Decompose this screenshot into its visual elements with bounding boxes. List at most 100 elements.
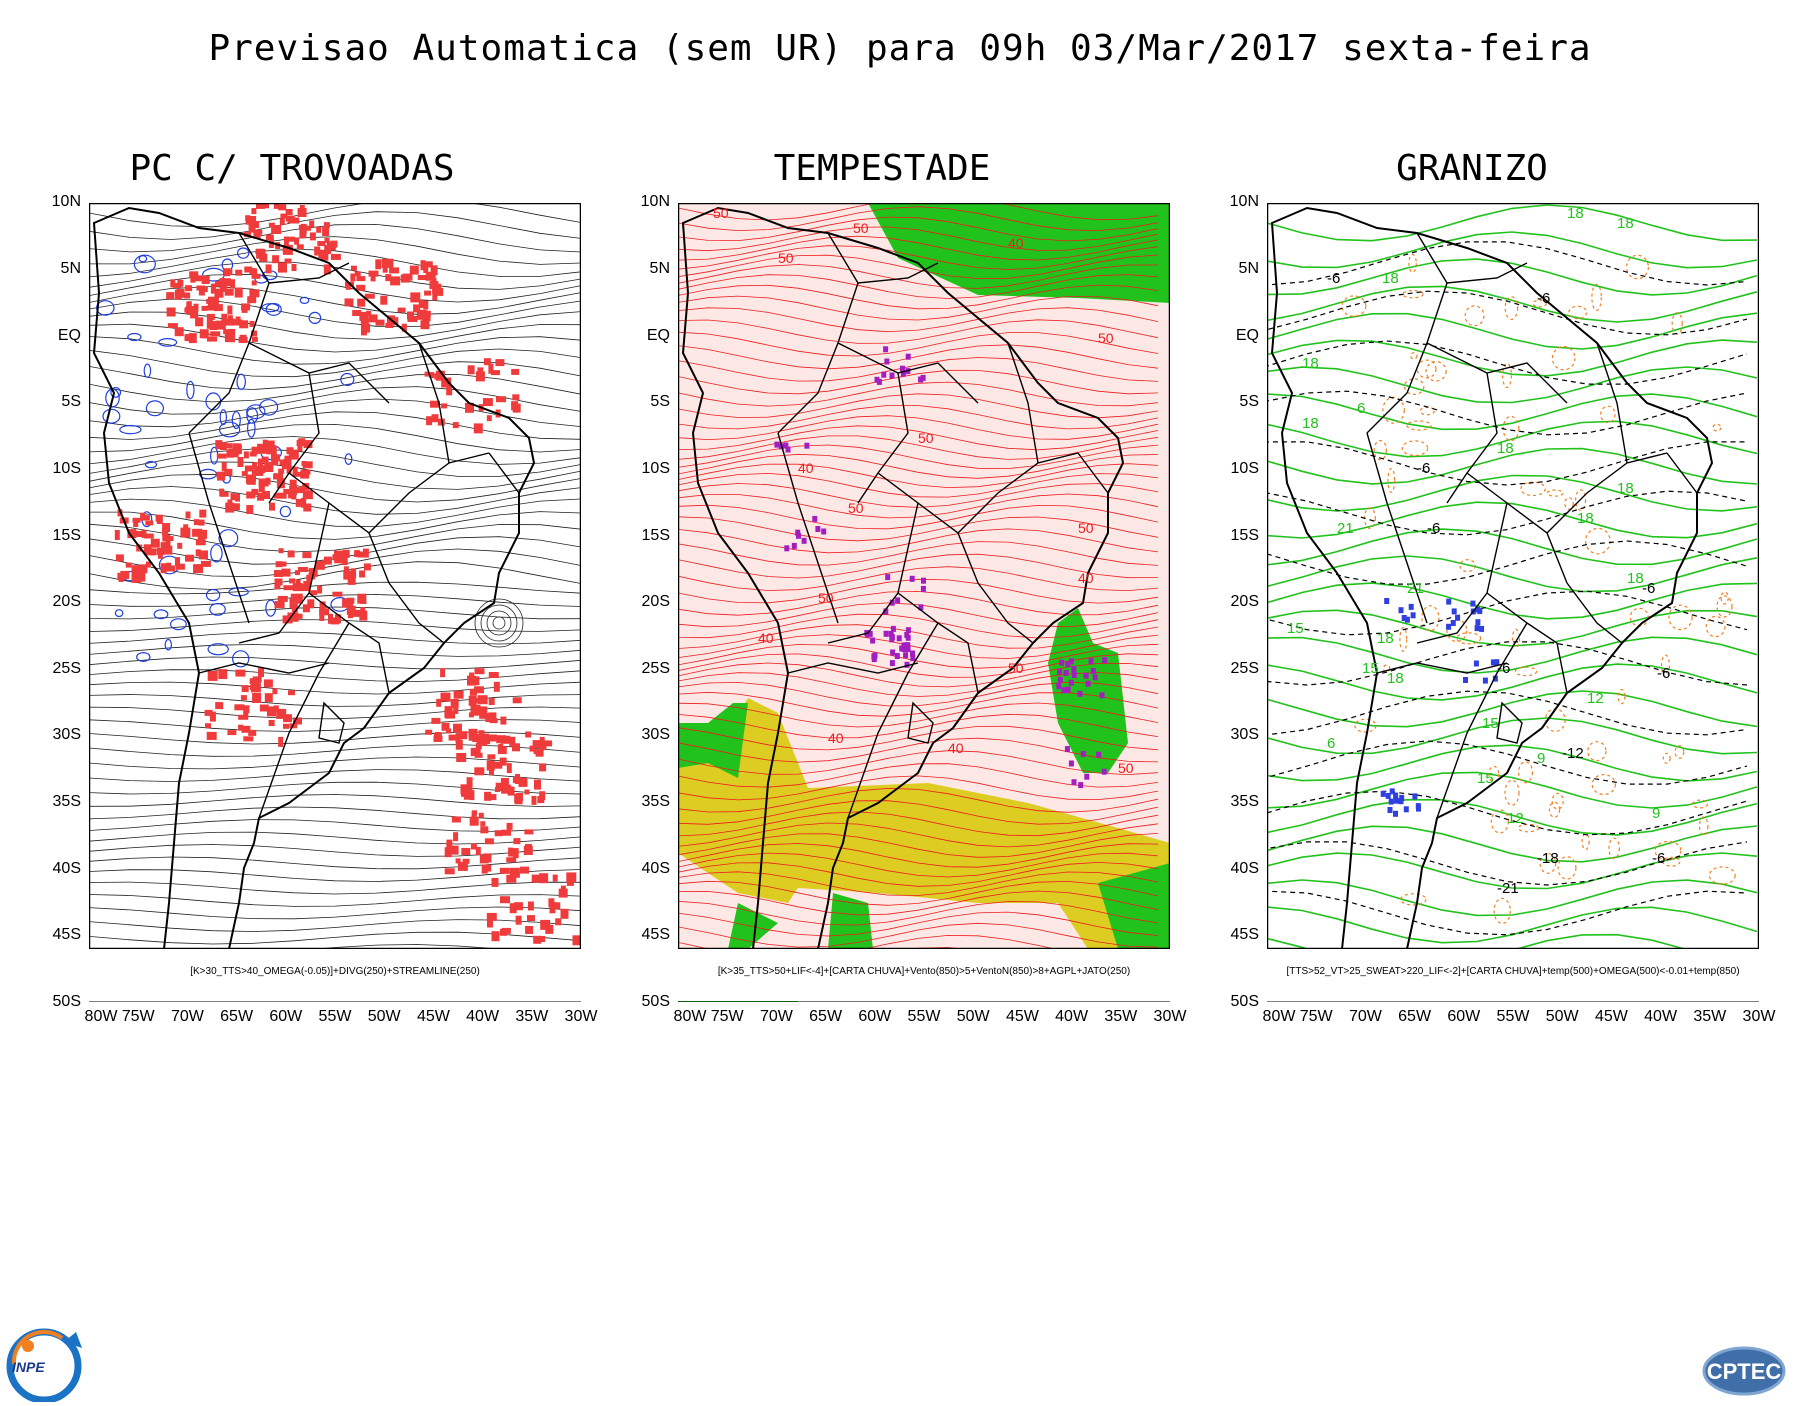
contour-label: 40 (758, 630, 774, 646)
contour-label: 50 (1098, 330, 1114, 346)
lon-label: 35W (515, 1008, 549, 1025)
contour-label: -6 (1417, 460, 1430, 477)
lon-label: 40W (466, 1008, 500, 1025)
lat-label: 40S (52, 860, 81, 877)
panel-title-pc-trovoadas: PC C/ TROVOADAS (129, 148, 455, 189)
contour-label: 18 (1617, 480, 1634, 497)
lon-label: 80W (673, 1008, 707, 1025)
lat-label: 5N (1238, 260, 1259, 277)
strip-svg-2 (678, 1001, 1170, 1002)
lat-label: 10N (1229, 193, 1259, 210)
map-granizo-svg: 1818-618-61861818-6182118-6182118-61518-… (1267, 203, 1759, 949)
contour-label: 50 (1078, 520, 1094, 536)
lat-label: 45S (1230, 926, 1259, 943)
lon-label: 60W (269, 1008, 303, 1025)
page-title: Previsao Automatica (sem UR) para 09h 03… (208, 28, 1592, 69)
caption-granizo: [TTS>52_VT>25_SWEAT>220_LIF<-2]+[CARTA C… (1286, 966, 1740, 977)
contour-label: 18 (1627, 570, 1644, 587)
contour-label: 6 (1357, 400, 1365, 417)
contour-label: 21 (1337, 520, 1354, 537)
contour-label: 18 (1567, 205, 1584, 222)
lat-label: 35S (641, 793, 670, 810)
lat-label: 30S (1230, 726, 1259, 743)
map-tempestade-svg: 50 50 50 40 50 50 40 50 50 40 40 50 40 50 40 50 (678, 203, 1170, 949)
lon-label: 55W (907, 1008, 941, 1025)
lon-label: 45W (1005, 1008, 1039, 1025)
contour-label: -21 (1497, 880, 1519, 897)
lat-label: 25S (1230, 660, 1259, 677)
contour-label: 18 (1302, 415, 1319, 432)
contour-label: 12 (1587, 690, 1604, 707)
lat-label: 5N (60, 260, 81, 277)
map-tempestade-strip (678, 994, 1170, 1002)
lon-label: 30W (564, 1008, 598, 1025)
svg-text:CPTEC: CPTEC (1707, 1359, 1782, 1384)
contour-label: 15 (1477, 770, 1494, 787)
contour-label: 50 (778, 250, 794, 266)
lat-label: 35S (52, 793, 81, 810)
inpe-logo: INPE (4, 1322, 92, 1404)
lat-label: 10S (641, 460, 670, 477)
contour-label: 15 (1287, 620, 1304, 637)
lon-label: 30W (1742, 1008, 1776, 1025)
contour-label: 50 (1118, 760, 1134, 776)
lon-label: 75W (121, 1008, 155, 1025)
lat-label: 45S (641, 926, 670, 943)
contour-label: -6 (1327, 270, 1340, 287)
lat-label: 5S (61, 393, 81, 410)
lon-label: 55W (1496, 1008, 1530, 1025)
contour-label: 15 (1482, 715, 1499, 732)
lat-label: 10N (51, 193, 81, 210)
lat-label: EQ (57, 327, 81, 344)
map-pc-trovoadas (89, 203, 581, 949)
lat-label: 50S (641, 993, 670, 1010)
contour-label: 18 (1617, 215, 1634, 232)
contour-label: 9 (1537, 750, 1545, 767)
lon-label: 50W (1545, 1008, 1579, 1025)
lat-label: 25S (52, 660, 81, 677)
contour-label: 40 (828, 730, 844, 746)
map-pc-trovoadas-strip (89, 994, 581, 1002)
inpe-logo-svg: INPE (6, 1328, 82, 1404)
contour-label: 40 (948, 740, 964, 756)
cptec-logo: CPTEC (1702, 1346, 1786, 1396)
lon-label: 70W (1348, 1008, 1382, 1025)
lon-label: 40W (1055, 1008, 1089, 1025)
contour-label: 9 (1652, 805, 1660, 822)
contour-label: -18 (1537, 850, 1559, 867)
contour-label: 50 (918, 430, 934, 446)
map-granizo-strip (1267, 994, 1759, 1002)
contour-label: 40 (1078, 570, 1094, 586)
contour-label: 50 (713, 205, 729, 221)
contour-label: -6 (1497, 660, 1510, 677)
lon-label: 70W (759, 1008, 793, 1025)
contour-label: -6 (1537, 290, 1550, 307)
lat-label: 30S (641, 726, 670, 743)
lon-label: 35W (1693, 1008, 1727, 1025)
lon-label: 50W (956, 1008, 990, 1025)
contour-label: 40 (1008, 235, 1024, 251)
map-granizo: 18 18 -6 18 -6 18 6 18 18 -6 18 21 18 -6 18 21 18 -6 15 18-… (1267, 203, 1759, 949)
strip-svg-1 (89, 1001, 581, 1002)
lat-label: 50S (52, 993, 81, 1010)
contour-label: 50 (818, 590, 834, 606)
contour-label: 18 (1577, 510, 1594, 527)
lon-label: 75W (1299, 1008, 1333, 1025)
panel-title-tempestade: TEMPESTADE (773, 148, 991, 189)
contour-label: 50 (848, 500, 864, 516)
panel-title-granizo: GRANIZO (1396, 148, 1548, 189)
lon-label: 70W (170, 1008, 204, 1025)
lat-label: 20S (641, 593, 670, 610)
cptec-logo-svg: CPTEC (1702, 1346, 1786, 1396)
contour-label: 40 (798, 460, 814, 476)
lat-label: 5S (650, 393, 670, 410)
contour-label: -6 (1427, 520, 1440, 537)
lat-label: 5S (1239, 393, 1259, 410)
lon-label: 40W (1644, 1008, 1678, 1025)
lat-label: 30S (52, 726, 81, 743)
lon-label: 45W (416, 1008, 450, 1025)
contour-label: 18 (1497, 440, 1514, 457)
caption-pc-trovoadas: [K>30_TTS>40_OMEGA(-0.05)]+DIVG(250)+STR… (190, 966, 480, 977)
lon-label: 35W (1104, 1008, 1138, 1025)
lat-label: 20S (1230, 593, 1259, 610)
